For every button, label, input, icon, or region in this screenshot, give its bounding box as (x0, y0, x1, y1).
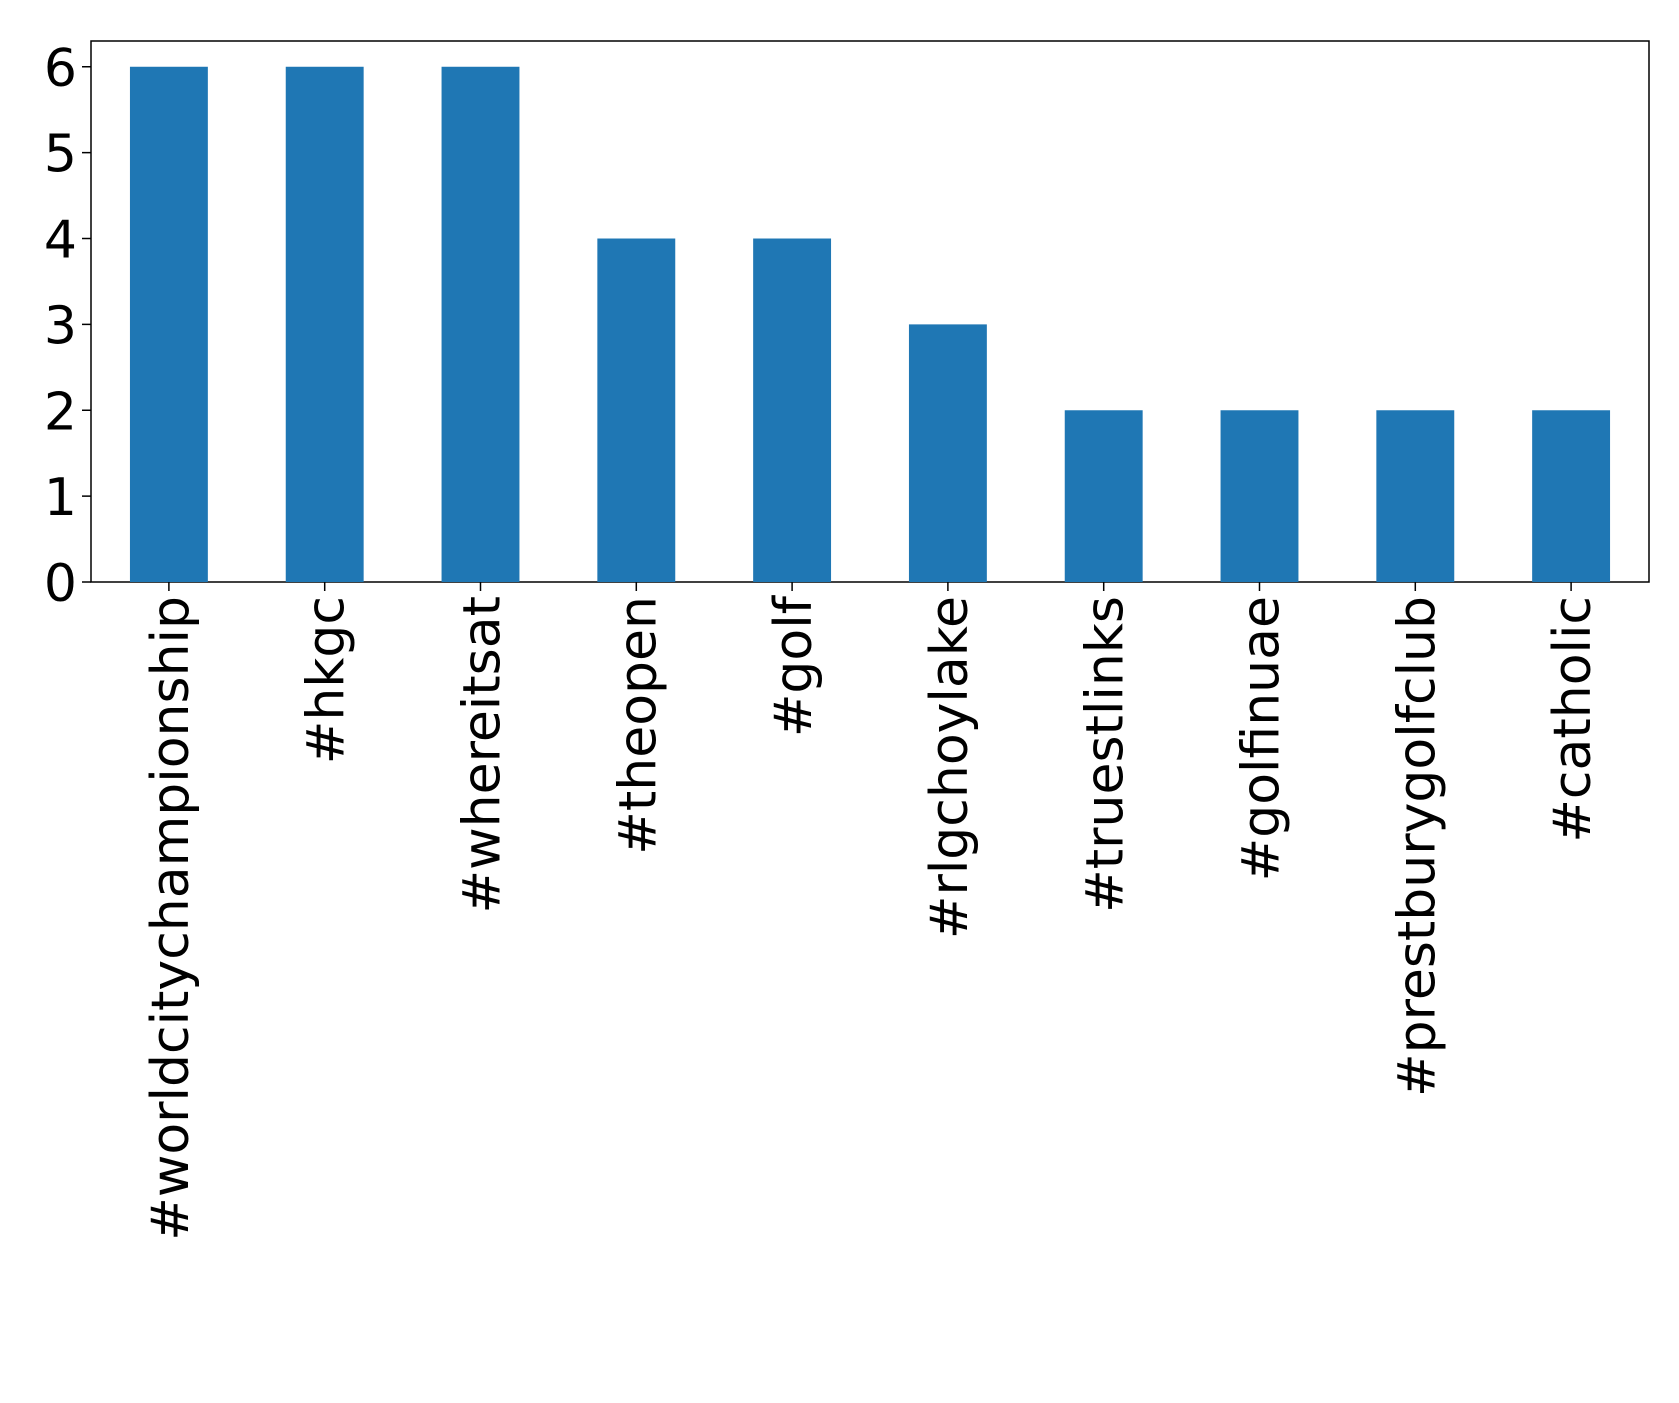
y-tick-label: 4 (44, 211, 77, 271)
bar (285, 66, 364, 582)
x-tick-label: #golfinuae (1232, 596, 1292, 881)
y-tick-label: 0 (44, 554, 77, 614)
bar (1532, 410, 1611, 582)
x-tick-label: #prestburygolfclub (1387, 596, 1447, 1097)
x-tick-label: #theopen (608, 596, 668, 855)
y-tick-label: 3 (44, 296, 77, 356)
x-tick-label: #whereitsat (453, 596, 513, 913)
bar (1064, 410, 1143, 582)
bar (1376, 410, 1455, 582)
bar (441, 66, 520, 582)
y-tick-label: 1 (44, 468, 77, 528)
bar (1220, 410, 1299, 582)
bar (597, 238, 676, 582)
x-tick-label: #worldcitychampionship (141, 596, 201, 1241)
y-tick-label: 5 (44, 125, 77, 185)
plot-frame (90, 40, 1650, 583)
x-tick-label: #truestlinks (1076, 596, 1136, 913)
x-tick-label: #rlgchoylake (920, 596, 980, 939)
x-tick-label: #catholic (1543, 596, 1603, 843)
y-tick-label: 2 (44, 382, 77, 442)
x-tick-label: #golf (764, 594, 824, 737)
y-tick-label: 6 (44, 39, 77, 99)
x-tick-label: #hkgc (297, 596, 357, 764)
bar (129, 66, 208, 582)
bar (908, 324, 987, 582)
bar (753, 238, 832, 582)
